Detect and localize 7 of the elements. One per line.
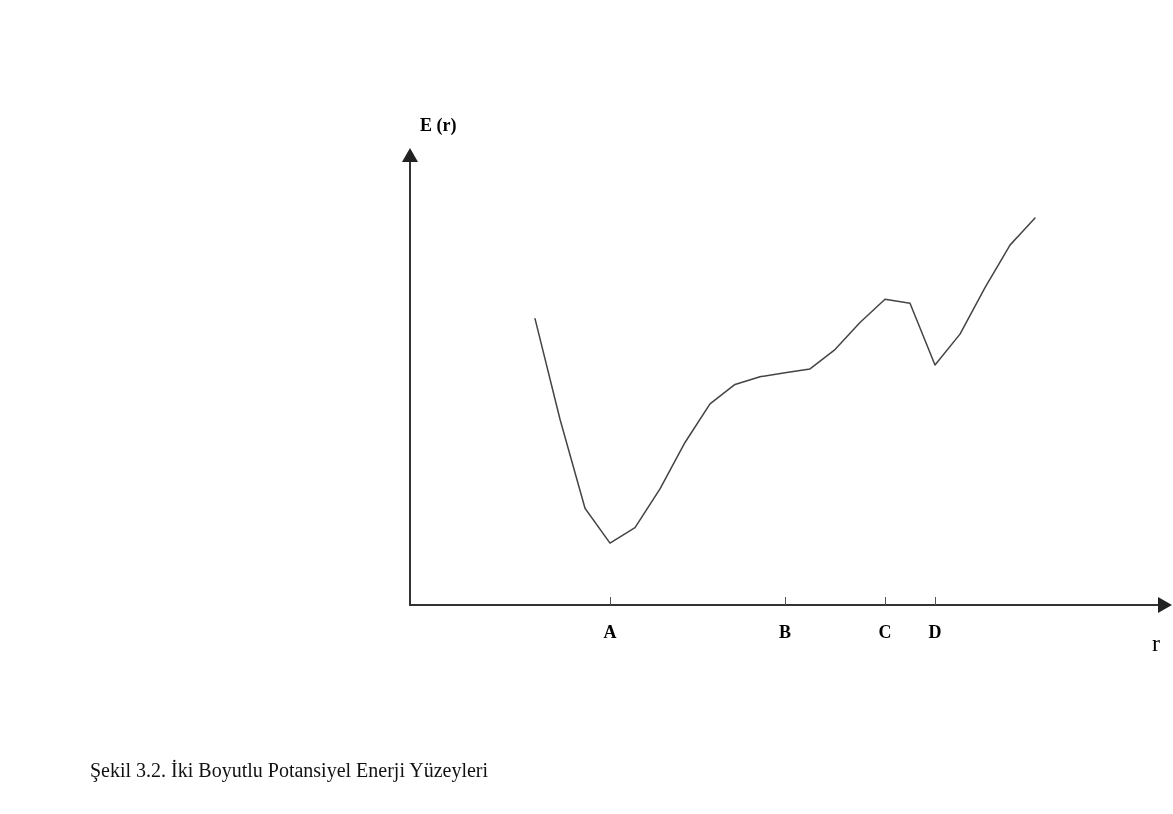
x-tick-label: D	[928, 622, 942, 642]
x-tick-label: C	[878, 622, 892, 642]
text: Şekil 3.2. İki Boyutlu Potansiyel Enerji Yüzeyleri	[90, 759, 489, 782]
x-tick-label: A	[603, 622, 617, 642]
x-axis-title: r	[1152, 630, 1160, 656]
y-axis-title: E (r)	[420, 115, 457, 136]
x-tick-label: B	[778, 622, 792, 642]
